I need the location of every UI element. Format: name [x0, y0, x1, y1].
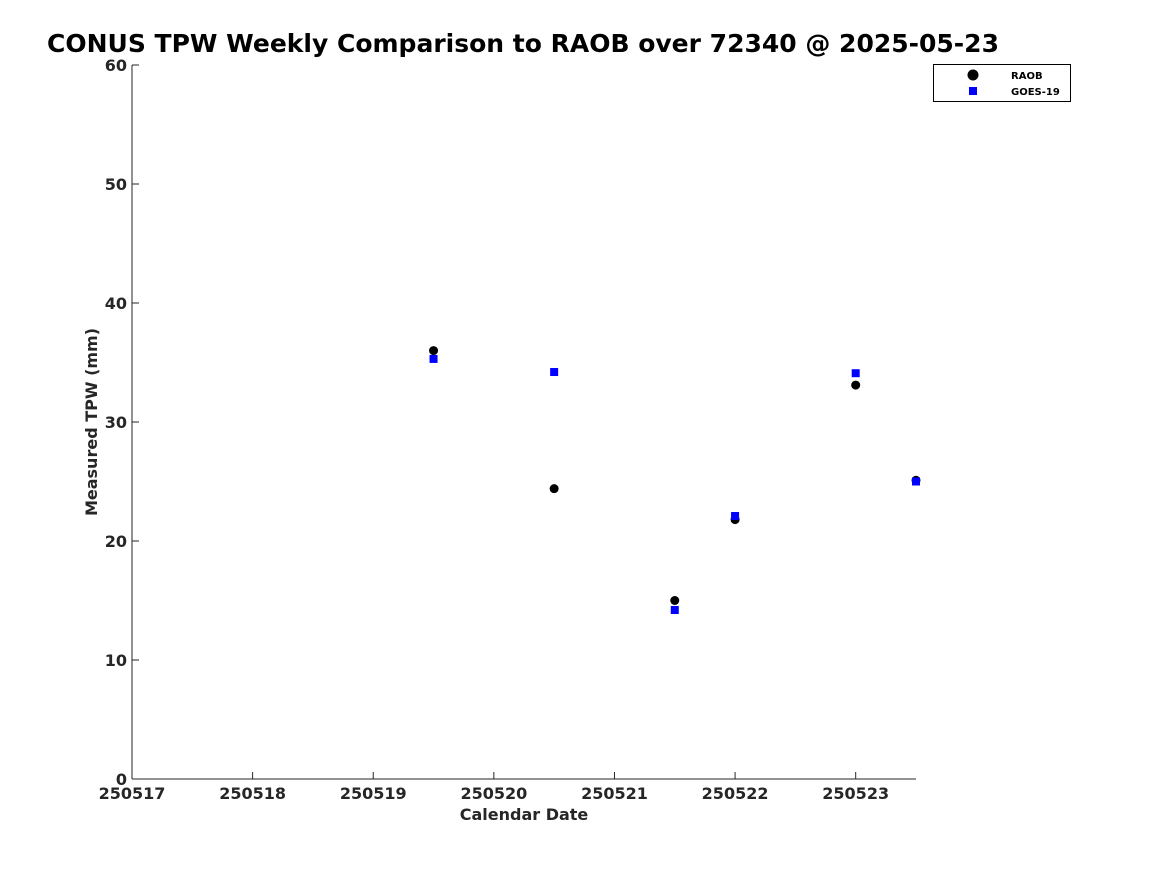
- series-goes-19: [429, 354, 920, 615]
- y-tick-label: 40: [105, 294, 127, 313]
- y-tick-label: 30: [105, 413, 127, 432]
- raob-point: [851, 380, 861, 390]
- y-tick-label: 0: [116, 770, 127, 789]
- goes-19-point: [429, 354, 438, 363]
- axes: [131, 65, 916, 780]
- raob-point: [429, 346, 439, 356]
- goes-19-point: [550, 368, 559, 377]
- y-tick-label: 20: [105, 532, 127, 551]
- y-tick-label: 50: [105, 175, 127, 194]
- x-tick-label: 250517: [99, 784, 166, 803]
- legend-box: [933, 64, 1071, 102]
- y-tick-label: 10: [105, 651, 127, 670]
- legend-marker-goes-19: [969, 87, 977, 95]
- y-ticks: 0 10 20 30 40 50 60: [105, 56, 139, 789]
- y-tick-label: 60: [105, 56, 127, 75]
- raob-point: [549, 484, 559, 494]
- x-tick-label: 250518: [219, 784, 286, 803]
- legend: RAOB GOES-19: [933, 64, 1071, 102]
- raob-point: [670, 596, 680, 605]
- x-tick-label: 250519: [340, 784, 407, 803]
- y-axis-label: Measured TPW (mm): [82, 328, 101, 516]
- x-ticks: 250517 250518 250519 250520 250521 250522 2505…: [99, 772, 889, 803]
- goes-19-point: [731, 512, 740, 521]
- goes-19-point: [912, 477, 920, 486]
- goes-19-point: [851, 369, 860, 378]
- x-tick-label: 250521: [581, 784, 648, 803]
- legend-marker-raob: [967, 69, 979, 81]
- legend-label: GOES-19: [1011, 87, 1060, 98]
- series-raob: [429, 346, 921, 605]
- legend-label: RAOB: [1011, 71, 1043, 82]
- x-tick-label: 250520: [460, 784, 527, 803]
- x-tick-label: 250522: [702, 784, 769, 803]
- x-tick-label: 250523: [822, 784, 889, 803]
- chart-title: CONUS TPW Weekly Comparison to RAOB over…: [47, 29, 999, 58]
- data-points: [429, 346, 921, 615]
- x-axis-label: Calendar Date: [460, 805, 589, 824]
- goes-19-point: [670, 606, 679, 615]
